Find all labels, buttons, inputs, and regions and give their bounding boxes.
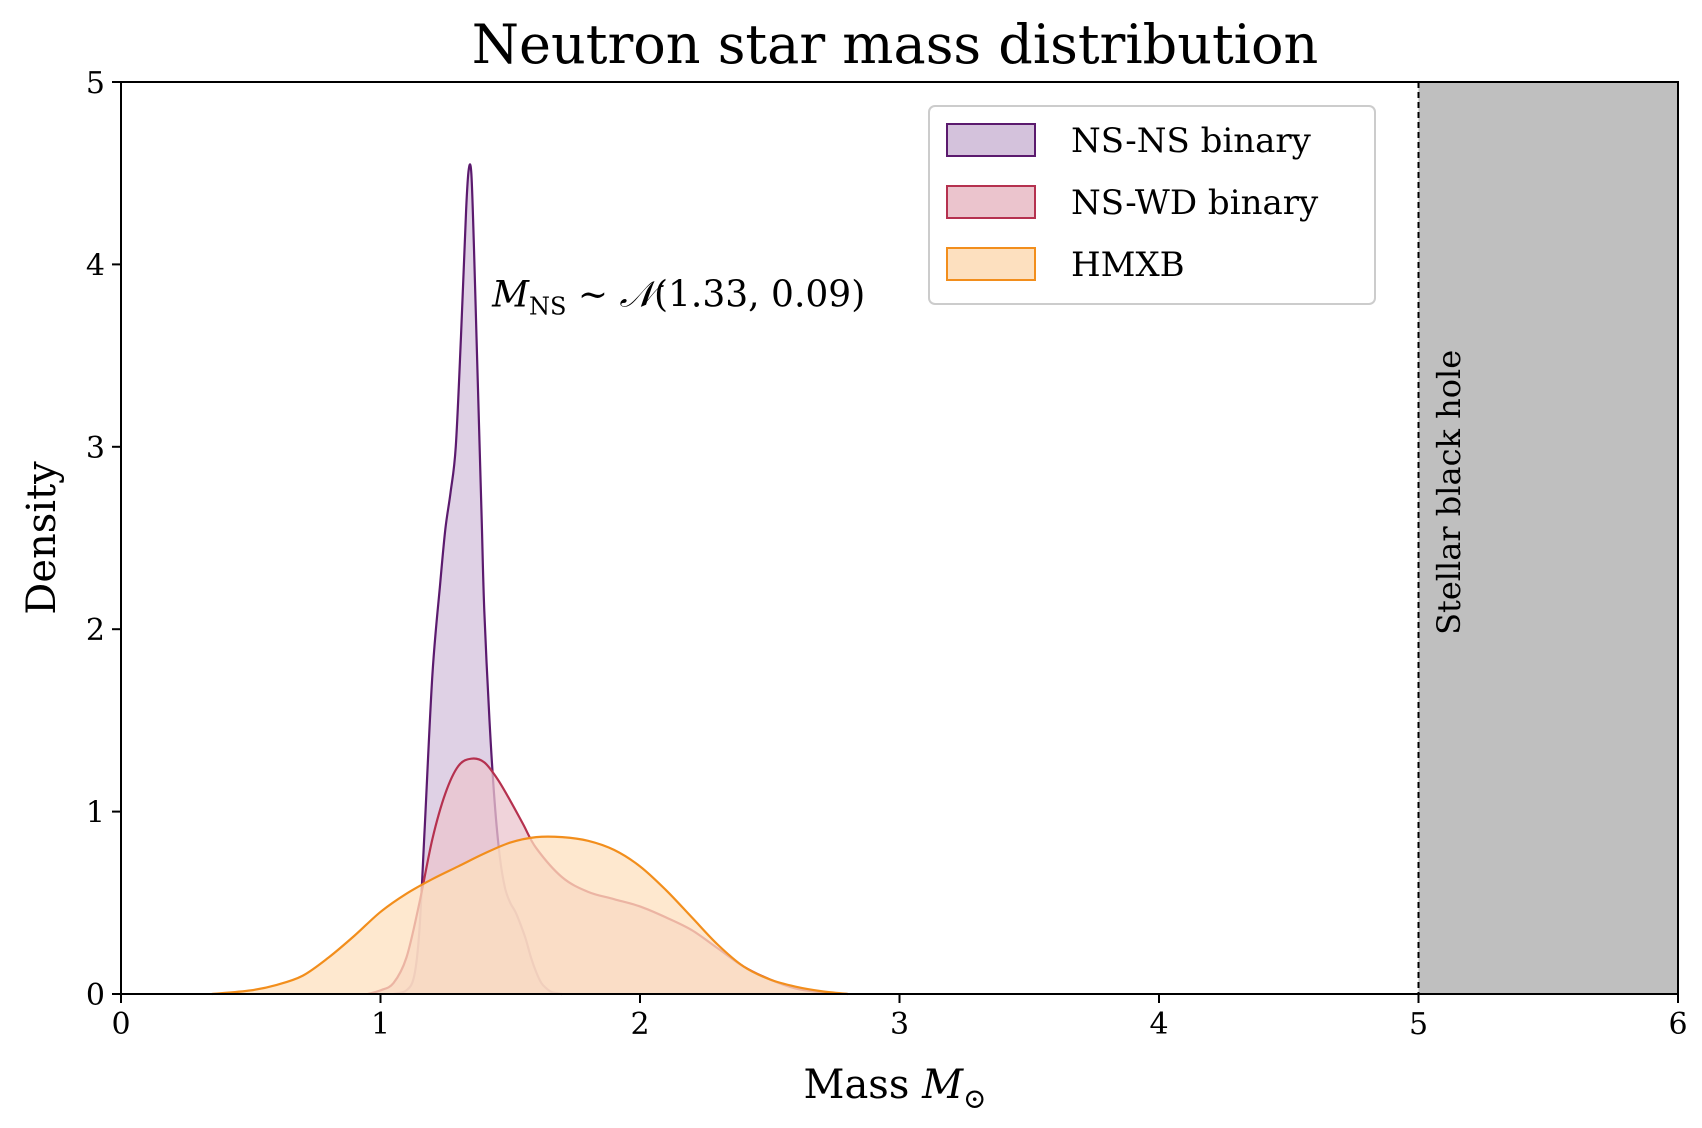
y-tick-label: 5 [86,66,105,101]
series-line-2 [211,835,848,996]
x-axis-label-text: Mass [803,1062,909,1108]
x-tick-label: 4 [1149,1007,1168,1042]
x-tick-label: 1 [371,1007,390,1042]
x-tick-label: 2 [630,1007,649,1042]
region-label: Stellar black hole [1430,350,1468,635]
legend-label-1: NS-WD binary [1071,183,1319,223]
series-area-0 [393,164,563,994]
annotation-params: (1.33, 0.09) [654,274,865,315]
legend: NS-NS binary NS-WD binary HMXB [928,105,1376,305]
x-tick-label: 0 [111,1007,130,1042]
annotation-relation: ∼ [566,274,619,315]
x-axis: 0 1 2 3 4 5 6 [111,994,1688,1042]
x-tick-label: 3 [890,1007,909,1042]
x-axis-label: Mass M⊙ [803,1062,986,1115]
regions-layer: Stellar black hole [1417,82,1678,994]
region-black-hole [1418,82,1678,994]
y-tick-label: 2 [86,613,105,648]
legend-swatch-0 [946,123,1036,157]
annotation-subscript: NS [529,292,566,320]
x-tick-label: 6 [1668,1007,1687,1042]
chart-title: Neutron star mass distribution [472,13,1318,76]
x-axis-label-symbol: M [921,1062,964,1108]
x-axis-label-subscript: ⊙ [963,1082,986,1115]
annotation-symbol: M [491,274,530,315]
legend-swatch-1 [946,185,1036,219]
y-axis-label: Density [19,461,65,615]
series-layer [211,163,848,996]
y-tick-label: 0 [86,978,105,1013]
y-axis: 0 1 2 3 4 5 [86,66,121,1013]
distribution-annotation: MNS ∼ 𝒩(1.33, 0.09) [491,274,865,320]
x-tick-label: 5 [1409,1007,1428,1042]
series-area-2 [211,836,848,994]
y-tick-label: 1 [86,796,105,831]
legend-box [928,105,1376,305]
y-tick-label: 3 [86,431,105,466]
legend-swatch-2 [946,247,1036,281]
y-tick-label: 4 [86,248,105,283]
legend-label-2: HMXB [1071,245,1185,285]
legend-label-0: NS-NS binary [1071,121,1312,161]
